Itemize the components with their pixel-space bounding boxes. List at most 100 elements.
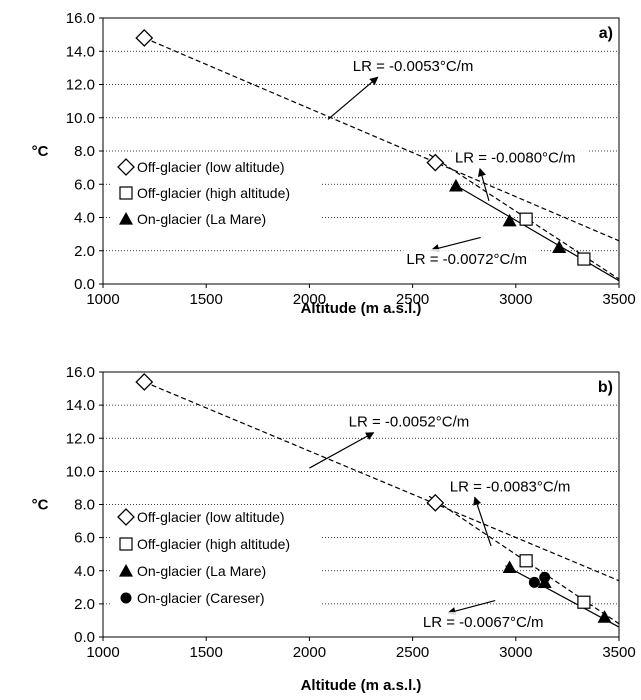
chart-panel-b: 0.0 2.0 4.0 6.0 8.0 10.0 12.0 14.0 16.0 1000 1500 2… [32, 364, 636, 694]
y-tick-label: 6.0 [74, 530, 95, 547]
trendline [505, 565, 620, 628]
x-tick-label: 1000 [86, 291, 119, 308]
y-tick-label: 16.0 [66, 364, 95, 381]
legend-entry: Off-glacier (low altitude) [137, 159, 285, 175]
x-axis-title: Altitude (m a.s.l.) [301, 677, 422, 694]
annotation-bg [349, 56, 487, 77]
chart-panel-a: 0.0 2.0 4.0 6.0 8.0 10.0 12.0 14.0 16.0 1000 1500 2… [32, 10, 636, 317]
x-tick-label: 3000 [499, 291, 532, 308]
annotation-bg [451, 147, 590, 168]
y-tick-label: 14.0 [66, 43, 95, 60]
y-axis-title: °C [32, 143, 49, 160]
legend-marker-square-open [119, 537, 133, 551]
lapse-rate-annotation: LR = -0.0067°C/m [423, 614, 544, 631]
data-point-square-open [577, 252, 591, 266]
x-tick-label: 3500 [602, 644, 635, 661]
y-tick-label: 2.0 [74, 243, 95, 260]
annotation-bg [419, 612, 558, 633]
data-point-triangle-filled [502, 213, 517, 227]
data-point-triangle-filled [448, 178, 463, 192]
x-tick-label: 2500 [396, 291, 429, 308]
data-point-diamond-open [426, 493, 445, 512]
data-point-triangle-filled [502, 560, 517, 574]
lapse-rate-annotation: LR = -0.0072°C/m [406, 251, 527, 268]
y-tick-label: 16.0 [66, 10, 95, 27]
annotation-arrow [309, 432, 375, 469]
x-tick-label: 1500 [190, 291, 223, 308]
annotation-arrow [473, 496, 492, 547]
legend-marker-diamond-open [117, 158, 135, 176]
data-point-diamond-open [135, 373, 154, 391]
legend-bg [112, 183, 322, 205]
data-point-square-open [519, 554, 533, 568]
data-point-square-open [577, 595, 591, 609]
y-tick-label: 0.0 [74, 629, 95, 646]
y-tick-label: 2.0 [74, 596, 95, 613]
y-tick-label: 12.0 [66, 430, 95, 447]
plot-frame [102, 17, 620, 285]
legend-entry: Off-glacier (high altitude) [137, 536, 290, 552]
legend-marker-diamond-open [117, 508, 135, 526]
legend-marker-circle-filled [120, 592, 132, 604]
lapse-rate-annotation: LR = -0.0052°C/m [349, 414, 470, 431]
x-tick-label: 3000 [499, 644, 532, 661]
annotation-bg [403, 249, 541, 270]
panel-label: b) [598, 379, 613, 396]
legend-bg [112, 157, 322, 179]
lapse-rate-annotation: LR = -0.0083°C/m [450, 478, 571, 495]
annotation-bg [345, 411, 483, 432]
data-point-diamond-open [135, 29, 154, 47]
y-tick-label: 12.0 [66, 77, 95, 94]
annotation-arrow [327, 76, 379, 120]
legend-entry: Off-glacier (high altitude) [137, 185, 290, 201]
y-tick-label: 10.0 [66, 463, 95, 480]
y-tick-label: 10.0 [66, 110, 95, 127]
data-point-triangle-filled [552, 240, 567, 254]
legend-marker-triangle-filled [119, 564, 133, 577]
legend-entry: On-glacier (Careser) [137, 590, 265, 606]
legend-marker-square-open [119, 186, 133, 200]
legend: Off-glacier (low altitude) Off-glacier (h… [112, 157, 322, 231]
lapse-rate-annotation: LR = -0.0080°C/m [455, 150, 576, 167]
plot-frame [102, 371, 620, 638]
data-point-diamond-open [426, 153, 445, 172]
legend-marker-triangle-filled [119, 212, 133, 225]
trendline [144, 37, 620, 242]
legend-bg [112, 209, 322, 231]
legend: Off-glacier (low altitude) Off-glacier (h… [112, 507, 322, 610]
y-tick-label: 8.0 [74, 497, 95, 514]
x-tick-label: 2000 [293, 291, 326, 308]
x-axis-title: Altitude (m a.s.l.) [301, 300, 422, 317]
y-tick-label: 0.0 [74, 276, 95, 293]
x-tick-label: 2000 [293, 644, 326, 661]
x-tick-label: 1000 [86, 644, 119, 661]
x-tick-label: 3500 [602, 291, 635, 308]
panel-label: a) [599, 25, 613, 42]
annotation-bg [446, 476, 584, 497]
legend-bg [112, 507, 322, 529]
legend-entry: Off-glacier (low altitude) [137, 509, 285, 525]
legend-entry: On-glacier (La Mare) [137, 563, 266, 579]
annotation-arrow [447, 599, 496, 616]
y-tick-label: 4.0 [74, 210, 95, 227]
annotation-arrow [430, 236, 481, 253]
legend-entry: On-glacier (La Mare) [137, 211, 266, 227]
data-point-circle-filled [539, 571, 551, 583]
y-tick-label: 4.0 [74, 563, 95, 580]
data-point-square-open [519, 212, 533, 226]
y-tick-label: 8.0 [74, 143, 95, 160]
annotation-arrow [477, 167, 490, 202]
lapse-rate-annotation: LR = -0.0053°C/m [353, 58, 474, 75]
legend-bg [112, 534, 322, 556]
trendline [144, 381, 620, 582]
y-axis-title: °C [32, 497, 49, 514]
legend-bg [112, 588, 322, 610]
y-tick-label: 14.0 [66, 397, 95, 414]
x-tick-label: 2500 [396, 644, 429, 661]
x-tick-label: 1500 [190, 644, 223, 661]
trendline [453, 183, 620, 282]
y-tick-label: 6.0 [74, 176, 95, 193]
data-point-triangle-filled [597, 610, 612, 623]
legend-bg [112, 561, 322, 583]
